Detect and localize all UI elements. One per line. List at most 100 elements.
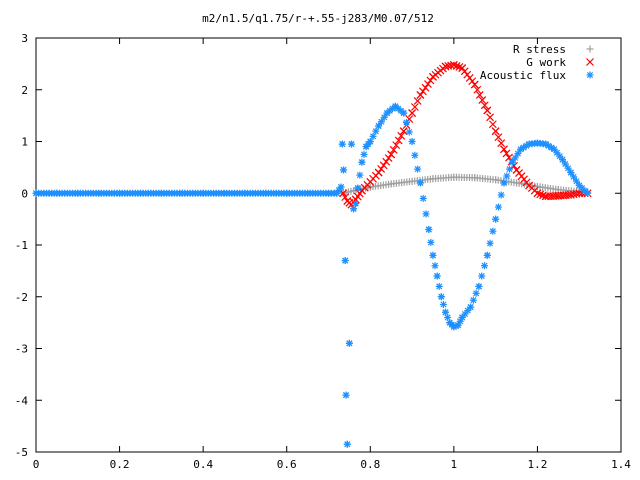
acoustic-flux-sample-point: [411, 151, 419, 159]
g-work-sample-point: [377, 165, 386, 173]
acoustic-flux-sample-point: [584, 189, 592, 197]
g-work-sample-point: [483, 106, 492, 115]
g-work-sample-point: [502, 149, 511, 158]
acoustic-flux-sample-point: [360, 150, 368, 158]
x-tick-label: 0.4: [193, 458, 213, 471]
g-work-sample-point: [384, 154, 393, 162]
acoustic-flux-sample-point: [435, 282, 443, 290]
acoustic-flux-sample-point: [414, 165, 422, 173]
y-tick-label: 3: [21, 32, 28, 45]
acoustic-flux-sample-point: [481, 262, 488, 270]
y-tick-label: 2: [21, 84, 28, 97]
acoustic-flux-sample-point: [478, 272, 486, 280]
g-work-sample-point: [488, 120, 497, 129]
acoustic-flux-sample-point: [497, 191, 505, 199]
y-tick-label: 1: [21, 136, 28, 149]
acoustic-flux-sample-point: [469, 296, 477, 304]
acoustic-flux-sample-point: [427, 238, 435, 246]
acoustic-flux-sample-point: [342, 391, 350, 399]
x-tick-label: 1: [451, 458, 458, 471]
g-work-sample-point: [491, 127, 500, 136]
acoustic-flux-sample-point: [341, 257, 349, 265]
g-work-sample-point: [374, 168, 383, 177]
acoustic-flux-sample-point: [492, 215, 500, 223]
legend-marker-g-work: [586, 58, 594, 66]
y-tick-label: -5: [15, 446, 28, 459]
g-work-sample-point: [475, 91, 484, 99]
legend-label-r-stress: R stress: [513, 43, 566, 56]
acoustic-flux-sample-point: [340, 166, 348, 174]
g-work-sample-point: [416, 91, 425, 99]
acoustic-flux-sample-point: [354, 184, 362, 192]
acoustic-flux-sample-point: [337, 183, 345, 191]
legend-label-acoustic-flux: Acoustic flux: [480, 69, 566, 82]
acoustic-flux-sample-point: [352, 200, 360, 208]
plot-area-frame: [35, 37, 622, 453]
acoustic-flux-sample-point: [400, 109, 408, 117]
y-tick-label: -4: [15, 394, 29, 407]
g-work-sample-point: [473, 85, 482, 94]
g-work-sample-point: [387, 150, 396, 159]
acoustic-flux-sample-point: [431, 262, 439, 270]
g-work-sample-point: [389, 145, 398, 154]
legend-label-g-work: G work: [526, 56, 566, 69]
g-work-sample-point: [505, 153, 513, 162]
acoustic-flux-sample-point: [467, 303, 475, 311]
g-work-series: [339, 60, 592, 209]
acoustic-flux-sample-point: [416, 179, 424, 187]
g-work-sample-point: [392, 141, 401, 150]
acoustic-flux-sample-point: [472, 289, 480, 297]
acoustic-flux-sample-point: [345, 339, 353, 347]
legend-marker-r-stress: [586, 45, 594, 53]
g-work-sample-point: [470, 80, 479, 89]
acoustic-flux-sample-point: [403, 119, 410, 127]
chart-title: m2/n1.5/q1.75/r-+.55-j283/M0.07/512: [202, 12, 434, 25]
acoustic-flux-sample-point: [405, 128, 413, 136]
acoustic-flux-sample-point: [500, 179, 508, 187]
g-work-sample-point: [379, 161, 388, 170]
x-tick-label: 0.6: [277, 458, 297, 471]
acoustic-flux-sample-point: [439, 301, 447, 309]
acoustic-flux-sample-point: [429, 251, 437, 259]
acoustic-flux-sample-point: [503, 172, 511, 180]
series-layer: [32, 60, 592, 448]
acoustic-flux-sample-point: [375, 122, 383, 130]
g-work-sample-point: [397, 131, 406, 140]
g-work-sample-point: [341, 193, 350, 202]
g-work-sample-point: [410, 103, 419, 111]
x-tick-label: 0: [33, 458, 40, 471]
acoustic-flux-sample-point: [489, 227, 497, 235]
acoustic-flux-sample-point: [506, 165, 514, 173]
acoustic-flux-sample-point: [483, 251, 491, 259]
g-work-sample-point: [494, 133, 503, 142]
acoustic-flux-sample-point: [419, 194, 427, 202]
y-tick-label: -3: [15, 343, 28, 356]
acoustic-flux-sample-point: [475, 282, 483, 290]
acoustic-flux-sample-point: [366, 138, 374, 145]
acoustic-flux-sample-point: [511, 154, 519, 162]
acoustic-flux-sample-point: [494, 203, 502, 211]
g-work-sample-point: [500, 145, 508, 154]
x-tick-label: 0.8: [360, 458, 380, 471]
acoustic-flux-sample-point: [514, 150, 522, 158]
g-work-sample-point: [339, 189, 348, 198]
acoustic-flux-sample-point: [425, 225, 433, 233]
acoustic-flux-sample-point: [358, 158, 366, 166]
g-work-sample-point: [413, 97, 422, 105]
acoustic-flux-sample-point: [338, 140, 346, 148]
acoustic-flux-sample-point: [433, 272, 441, 280]
g-work-sample-point: [478, 96, 487, 105]
g-work-sample-point: [394, 136, 403, 145]
g-work-sample-point: [399, 127, 408, 136]
acoustic-flux-sample-point: [347, 140, 355, 148]
acoustic-flux-sample-point: [567, 169, 575, 177]
acoustic-flux-sample-point: [372, 127, 380, 135]
axes: 0 0.2 0.4 0.6 0.8 1 1.2 1.4 3 2 1 0 -1 -2 -3 -4 -5: [15, 32, 632, 471]
acoustic-flux-sample-point: [422, 210, 430, 218]
g-work-sample-point: [408, 109, 416, 117]
legend-marker-acoustic-flux: [586, 71, 594, 79]
g-work-sample-point: [486, 113, 494, 122]
g-work-sample-point: [424, 80, 432, 88]
